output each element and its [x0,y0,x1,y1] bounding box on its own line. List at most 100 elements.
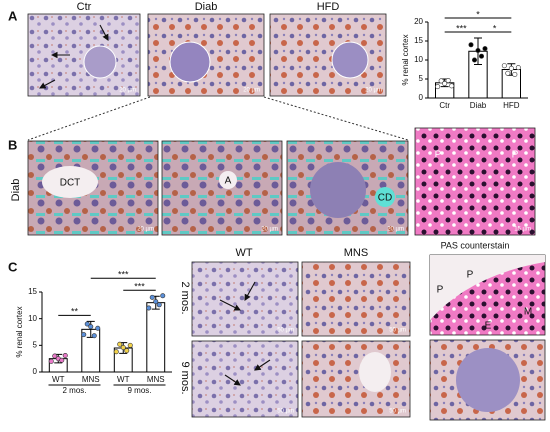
y-tick-label: 0 [33,367,38,376]
micrograph [191,340,299,418]
lumen [42,166,98,198]
column-label: MNS [344,247,368,259]
x-tick-label: WT [117,375,130,384]
data-point [153,299,159,305]
data-point [435,84,441,90]
micrograph [27,13,141,97]
y-tick-label: 0 [419,93,424,102]
data-point [505,70,511,76]
glomerulus [169,41,211,83]
data-point [156,302,162,308]
scale-bar: 50 µm [389,328,406,334]
caption: PAS counterstain [441,240,510,250]
data-point [149,294,155,300]
data-point [478,53,484,59]
micrograph [301,261,411,337]
row-label: 9 mos. [179,361,191,394]
y-tick-label: 5 [33,340,38,349]
x-tick-label: Ctr [439,101,450,110]
data-point [52,353,58,359]
arrow [99,24,109,41]
image-label: Ctr [77,1,92,13]
glomerulus [456,348,520,412]
micrograph [414,127,536,236]
group-label: 9 mos. [127,386,151,395]
row-label: Diab [10,179,22,202]
data-point [508,65,514,71]
scale-bar: 20 µm [119,88,136,94]
lumen [359,352,391,392]
annotation: P [512,150,519,161]
scale-bar: 20 µm [261,227,278,233]
micrograph [269,13,387,97]
data-point [160,293,166,299]
x-tick-label: MNS [147,375,165,384]
bar [146,302,166,373]
panel-label: C [8,259,18,274]
group-label: 2 mos. [62,386,86,395]
image-label: HFD [317,1,340,13]
scale-bar: 50 µm [277,328,294,334]
lumen [375,187,395,207]
lumen [430,255,545,320]
micrograph [161,140,283,236]
data-point [124,348,130,354]
data-point [146,305,152,311]
data-point [59,357,65,363]
y-tick-label: 15 [414,36,423,45]
x-tick-label: HFD [503,101,520,110]
row-label: 2 mos. [179,281,191,314]
annotation: P [467,270,474,281]
column-label: WT [235,247,252,259]
y-axis-label: % renal cortex [401,34,410,85]
annotation: CD [378,193,392,204]
y-tick-label: 20 [414,17,423,26]
scale-bar: 20 µm [387,227,404,233]
data-point [445,78,451,84]
data-point [512,71,518,77]
panel-label: A [8,8,18,23]
annotation: P [435,150,442,161]
data-point [438,78,444,84]
zoom-line [263,96,409,141]
annotation: A [225,176,232,187]
glomerulus [310,162,366,218]
x-tick-label: Diab [470,101,487,110]
data-point [471,57,477,63]
significance-label: * [493,23,497,33]
annotation: P [437,285,444,296]
annotation: DCT [60,178,81,189]
data-point [95,325,101,331]
annotation: E [485,321,492,332]
annotation: M [524,307,532,318]
arrow [254,359,271,371]
y-tick-label: 5 [419,74,424,83]
data-point [501,63,507,69]
data-point [468,42,474,48]
data-point [442,81,448,87]
scale-bar: 50 µm [389,409,406,415]
data-point [475,47,481,53]
image-label: Diab [195,1,218,13]
y-axis-label: % renal cortex [15,306,24,357]
y-tick-label: 15 [28,287,37,296]
scale-bar: 20 µm [243,88,260,94]
x-tick-label: MNS [82,375,100,384]
data-point [127,342,133,348]
scale-bar: 20 µm [365,88,382,94]
significance-label: *** [456,23,467,33]
significance-label: * [476,9,480,19]
arrow [244,281,256,301]
scale-bar: 20 µm [137,227,154,233]
data-point [515,65,521,71]
data-point [117,341,123,347]
data-point [449,83,455,89]
significance-label: *** [134,282,145,292]
y-tick-label: 10 [28,314,37,323]
data-point [120,344,126,350]
scale-bar: 50 µm [277,409,294,415]
data-point [84,321,90,327]
significance-label: ** [71,307,79,317]
data-point [113,349,119,355]
